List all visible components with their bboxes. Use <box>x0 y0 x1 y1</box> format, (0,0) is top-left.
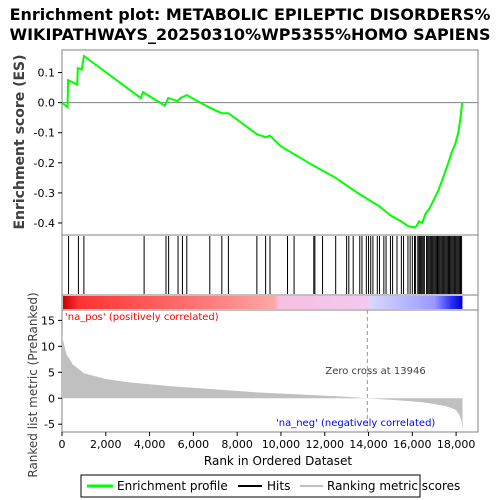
title-line-2: WIKIPATHWAYS_20250310%WP5355%HOMO SAPIEN… <box>9 25 490 44</box>
hits-panel <box>61 234 479 296</box>
x-tick-label: 10,000 <box>262 438 301 451</box>
es-ylabel: Enrichment score (ES) <box>12 54 28 229</box>
x-tick-label: 2,000 <box>90 438 122 451</box>
x-tick-label: 16,000 <box>393 438 432 451</box>
x-tick-label: 14,000 <box>349 438 388 451</box>
metric-y-tick-label: 10 <box>41 340 55 353</box>
zero-cross-label: Zero cross at 13946 <box>325 366 425 377</box>
pos-correlated-label: 'na_pos' (positively correlated) <box>65 312 219 323</box>
x-tick-label: 12,000 <box>305 438 344 451</box>
metric-y-tick-label: 15 <box>41 314 55 327</box>
x-axis: 0 2,000 4,000 6,000 8,000 10,000 12,000 14,000 1… <box>59 432 476 451</box>
metric-y-ticks: 15 10 5 0 -5 <box>41 314 62 431</box>
x-tick-label: 0 <box>59 438 66 451</box>
neg-correlated-label: 'na_neg' (negatively correlated) <box>276 418 435 429</box>
es-y-tick-label: -0.1 <box>34 127 55 140</box>
x-tick-label: 4,000 <box>134 438 166 451</box>
metric-y-tick-label: 0 <box>48 392 55 405</box>
es-y-tick-label: -0.3 <box>34 187 55 200</box>
es-y-ticks: 0.1 0.0 -0.1 -0.2 -0.3 -0.4 <box>34 67 62 230</box>
x-axis-label: Rank in Ordered Dataset <box>204 454 352 468</box>
x-tick-label: 8,000 <box>221 438 253 451</box>
legend-label-enrichment: Enrichment profile <box>117 479 228 493</box>
metric-y-tick-label: 5 <box>48 366 55 379</box>
metric-ylabel: Ranked list metric (PreRanked) <box>26 292 40 477</box>
metric-frame <box>61 309 479 433</box>
es-y-tick-label: -0.2 <box>34 157 55 170</box>
heat-gradient <box>63 296 463 309</box>
x-tick-label: 18,000 <box>437 438 476 451</box>
es-plot-frame <box>61 49 479 236</box>
rank-heat-bar <box>61 294 479 311</box>
es-panel: 0.1 0.0 -0.1 -0.2 -0.3 -0.4 Enrichment score … <box>12 49 479 236</box>
x-tick-label: 6,000 <box>178 438 210 451</box>
title-line-1: Enrichment plot: METABOLIC EPILEPTIC DIS… <box>10 5 491 24</box>
metric-y-tick-label: -5 <box>44 418 55 431</box>
es-y-tick-label: 0.0 <box>38 97 56 110</box>
legend-label-metric: Ranking metric scores <box>327 479 460 493</box>
es-y-tick-label: -0.4 <box>34 217 55 230</box>
hits-lines <box>68 236 463 294</box>
legend: Enrichment profile Hits Ranking metric s… <box>80 474 460 498</box>
ranked-metric-panel: 15 10 5 0 -5 'na_pos' (positively correlated… <box>26 292 479 478</box>
enrichment-profile-line <box>61 54 464 229</box>
legend-label-hits: Hits <box>267 479 290 493</box>
es-y-tick-label: 0.1 <box>38 67 56 80</box>
